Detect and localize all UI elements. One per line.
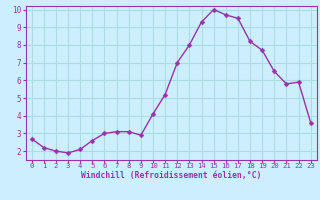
X-axis label: Windchill (Refroidissement éolien,°C): Windchill (Refroidissement éolien,°C) (81, 171, 261, 180)
